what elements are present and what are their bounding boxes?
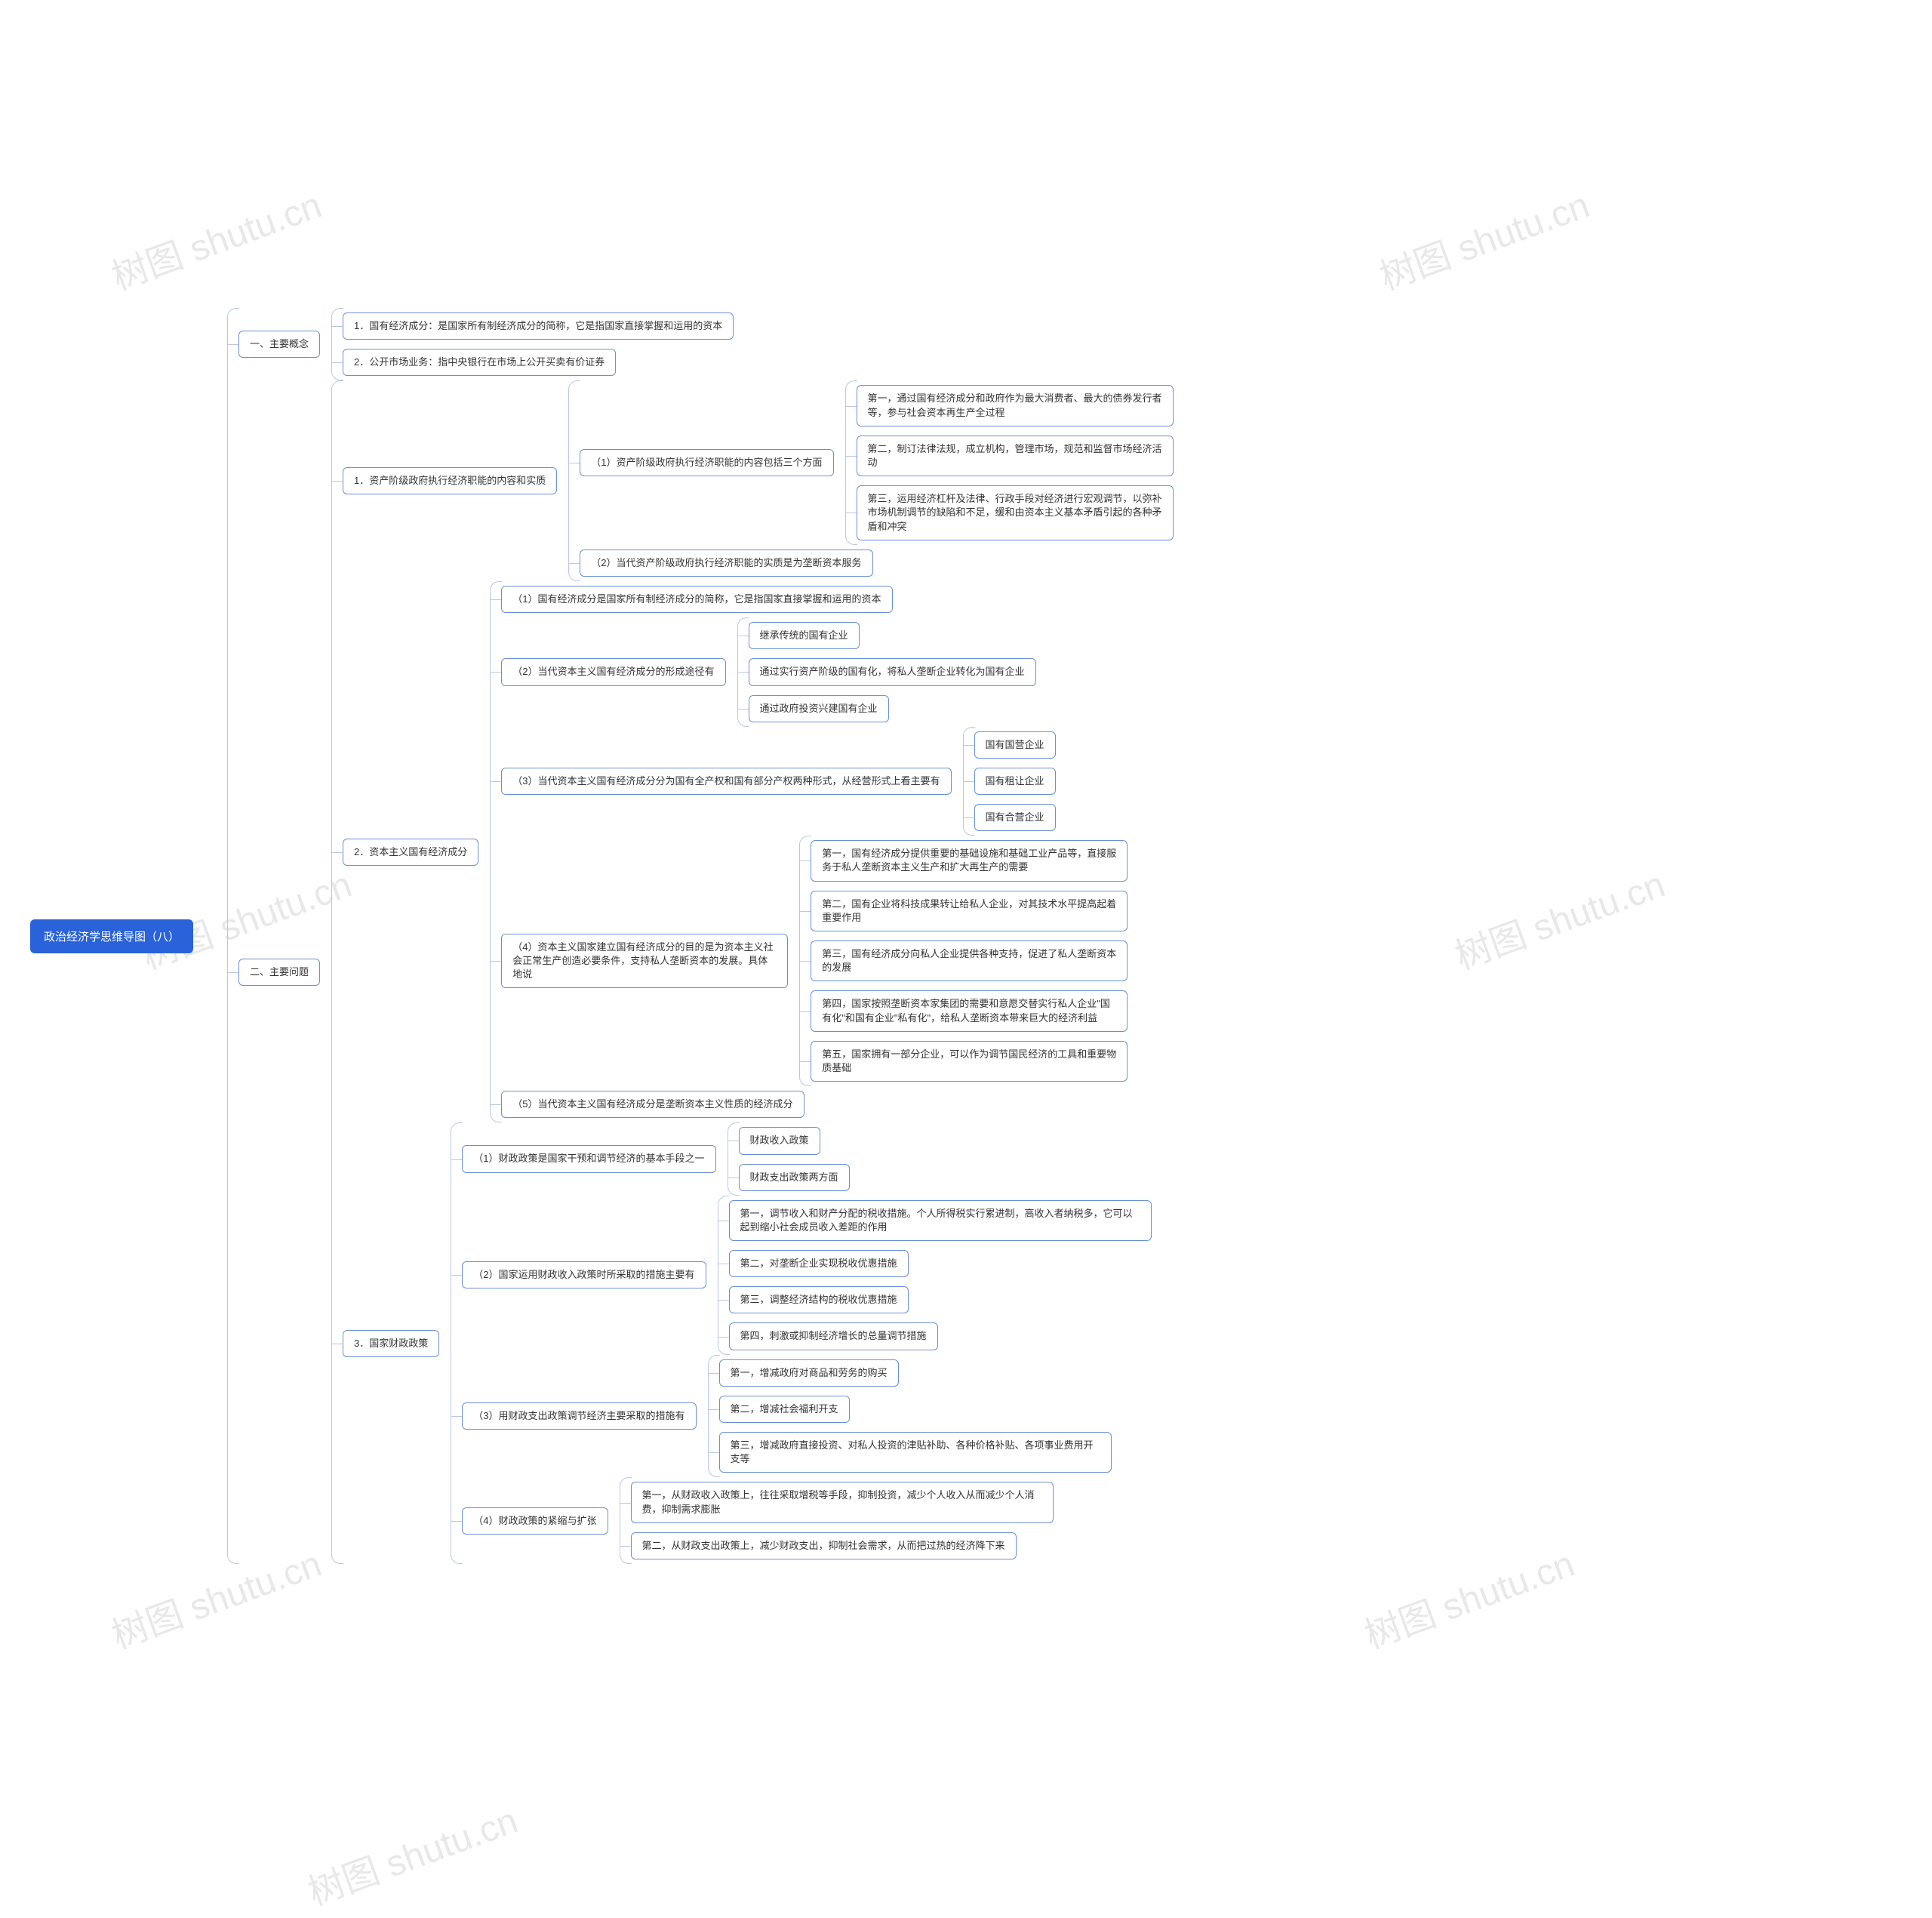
- node-t3c2: 第二，增减社会福利开支: [719, 1396, 850, 1423]
- branch-t1: 1．资产阶级政府执行经济职能的内容和实质 （1）资产阶级政府执行经济职能的内容包…: [343, 380, 1173, 581]
- node-t2d3: 第三，国有经济成分向私人企业提供各种支持，促进了私人垄断资本的发展: [811, 941, 1128, 981]
- node-t3d: （4）财政政策的紧缩与扩张: [462, 1507, 608, 1535]
- node-t2d2: 第二，国有企业将科技成果转让给私人企业，对其技术水平提高起着重要作用: [811, 891, 1128, 931]
- node-t3b: （2）国家运用财政收入政策时所采取的措施主要有: [462, 1261, 706, 1288]
- topics-children: 1．资产阶级政府执行经济职能的内容和实质 （1）资产阶级政府执行经济职能的内容包…: [343, 380, 1173, 1564]
- node-t2d1: 第一，国有经济成分提供重要的基础设施和基础工业产品等，直接服务于私人垄断资本主义…: [811, 840, 1128, 881]
- node-t2c2: 国有租让企业: [974, 768, 1056, 795]
- node-t2d5: 第五，国家拥有一部分企业，可以作为调节国民经济的工具和重要物质基础: [811, 1041, 1128, 1082]
- t2-children: （1）国有经济成分是国家所有制经济成分的简称，它是指国家直接掌握和运用的资本 （…: [501, 581, 1128, 1122]
- node-t3: 3．国家财政政策: [343, 1330, 439, 1357]
- node-t2c1: 国有国营企业: [974, 731, 1056, 759]
- node-t3b2: 第二，对垄断企业实现税收优惠措施: [729, 1250, 909, 1277]
- t3-children: （1）财政政策是国家干预和调节经济的基本手段之一 财政收入政策 财政支出政策两方…: [462, 1122, 1151, 1564]
- node-t2b2: 通过实行资产阶级的国有化，将私人垄断企业转化为国有企业: [749, 658, 1036, 685]
- node-t2b1: 继承传统的国有企业: [749, 622, 860, 649]
- mindmap-container: 政治经济学思维导图（八） 一、主要概念 1．国有经济成分：是国家所有制经济成分的…: [30, 30, 1902, 1842]
- node-t3d2: 第二，从财政支出政策上，减少财政支出，抑制社会需求，从而把过热的经济降下来: [631, 1532, 1017, 1559]
- t3d-children: 第一，从财政收入政策上，往往采取增税等手段，抑制投资，减少个人收入从而减少个人消…: [631, 1477, 1054, 1564]
- node-concepts: 一、主要概念: [238, 331, 320, 358]
- node-t1a3: 第三，运用经济杠杆及法律、行政手段对经济进行宏观调节，以弥补市场机制调节的缺陷和…: [857, 485, 1174, 540]
- root-node: 政治经济学思维导图（八）: [30, 919, 193, 953]
- t2c-children: 国有国营企业 国有租让企业 国有合营企业: [974, 727, 1056, 836]
- t2d-children: 第一，国有经济成分提供重要的基础设施和基础工业产品等，直接服务于私人垄断资本主义…: [811, 836, 1128, 1086]
- node-topics: 二、主要问题: [238, 959, 320, 986]
- t3b-children: 第一，调节收入和财产分配的税收措施。个人所得税实行累进制，高收入者纳税多，它可以…: [729, 1196, 1152, 1355]
- branch-topics: 二、主要问题 1．资产阶级政府执行经济职能的内容和实质 （1）资产阶级政府执行经…: [238, 380, 1173, 1564]
- node-t3c: （3）用财政支出政策调节经济主要采取的措施有: [462, 1402, 696, 1430]
- t3c-children: 第一，增减政府对商品和劳务的购买 第二，增减社会福利开支 第三，增减政府直接投资…: [719, 1355, 1112, 1478]
- node-t2d4: 第四，国家按照垄断资本家集团的需要和意愿交替实行私人企业"国有化"和国有企业"私…: [811, 990, 1128, 1031]
- node-t3b3: 第三，调整经济结构的税收优惠措施: [729, 1286, 909, 1313]
- node-t2e: （5）当代资本主义国有经济成分是垄断资本主义性质的经济成分: [501, 1091, 804, 1118]
- node-t2b: （2）当代资本主义国有经济成分的形成途径有: [501, 658, 725, 685]
- concept-2: 2．公开市场业务：指中央银行在市场上公开买卖有价证券: [343, 349, 616, 376]
- node-t3a: （1）财政政策是国家干预和调节经济的基本手段之一: [462, 1145, 715, 1172]
- node-t3d1: 第一，从财政收入政策上，往往采取增税等手段，抑制投资，减少个人收入从而减少个人消…: [631, 1482, 1054, 1522]
- t1a-children: 第一，通过国有经济成分和政府作为最大消费者、最大的债券发行者等，参与社会资本再生…: [857, 380, 1174, 544]
- t3a-children: 财政收入政策 财政支出政策两方面: [739, 1122, 850, 1195]
- branch-t3: 3．国家财政政策 （1）财政政策是国家干预和调节经济的基本手段之一 财政收入政策…: [343, 1122, 1173, 1564]
- node-t3b1: 第一，调节收入和财产分配的税收措施。个人所得税实行累进制，高收入者纳税多，它可以…: [729, 1200, 1152, 1241]
- t1-children: （1）资产阶级政府执行经济职能的内容包括三个方面 第一，通过国有经济成分和政府作…: [580, 380, 1173, 581]
- branch-concepts: 一、主要概念 1．国有经济成分：是国家所有制经济成分的简称，它是指国家直接掌握和…: [238, 308, 1173, 380]
- node-t2b3: 通过政府投资兴建国有企业: [749, 695, 889, 722]
- node-t3a2: 财政支出政策两方面: [739, 1164, 850, 1191]
- branch-t2: 2．资本主义国有经济成分 （1）国有经济成分是国家所有制经济成分的简称，它是指国…: [343, 581, 1173, 1122]
- node-t1a1: 第一，通过国有经济成分和政府作为最大消费者、最大的债券发行者等，参与社会资本再生…: [857, 385, 1174, 426]
- node-t3c3: 第三，增减政府直接投资、对私人投资的津贴补助、各种价格补贴、各项事业费用开支等: [719, 1432, 1112, 1473]
- concept-1: 1．国有经济成分：是国家所有制经济成分的简称，它是指国家直接掌握和运用的资本: [343, 312, 734, 340]
- concepts-children: 1．国有经济成分：是国家所有制经济成分的简称，它是指国家直接掌握和运用的资本 2…: [343, 308, 734, 380]
- node-t2c3: 国有合营企业: [974, 804, 1056, 831]
- node-t3c1: 第一，增减政府对商品和劳务的购买: [719, 1359, 899, 1387]
- node-t2: 2．资本主义国有经济成分: [343, 839, 478, 866]
- node-t2d: （4）资本主义国家建立国有经济成分的目的是为资本主义社会正常生产创造必要条件，支…: [501, 934, 788, 989]
- t2b-children: 继承传统的国有企业 通过实行资产阶级的国有化，将私人垄断企业转化为国有企业 通过…: [749, 617, 1036, 727]
- node-t1a2: 第二，制订法律法规，成立机构，管理市场，规范和监督市场经济活动: [857, 436, 1174, 476]
- node-t2c: （3）当代资本主义国有经济成分分为国有全产权和国有部分产权两种形式，从经营形式上…: [501, 768, 951, 795]
- node-t2a: （1）国有经济成分是国家所有制经济成分的简称，它是指国家直接掌握和运用的资本: [501, 586, 892, 613]
- level1-children: 一、主要概念 1．国有经济成分：是国家所有制经济成分的简称，它是指国家直接掌握和…: [238, 308, 1173, 1564]
- node-t3b4: 第四，刺激或抑制经济增长的总量调节措施: [729, 1322, 938, 1350]
- node-t1b: （2）当代资产阶级政府执行经济职能的实质是为垄断资本服务: [580, 550, 872, 577]
- node-t1a: （1）资产阶级政府执行经济职能的内容包括三个方面: [580, 449, 833, 476]
- node-t1: 1．资产阶级政府执行经济职能的内容和实质: [343, 467, 557, 494]
- node-t3a1: 财政收入政策: [739, 1127, 820, 1154]
